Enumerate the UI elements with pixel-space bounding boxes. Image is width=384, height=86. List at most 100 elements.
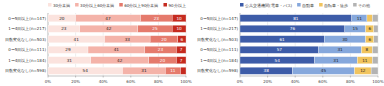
bar-segment <box>105 36 151 43</box>
category-label: 0〜5日以上(n=147) <box>8 16 46 21</box>
grid-line <box>378 13 379 76</box>
tick-label: 100% <box>372 79 384 84</box>
bar-segment <box>357 57 372 64</box>
bar-segment <box>240 46 319 53</box>
bar-segment <box>172 25 186 32</box>
bar-segment <box>88 46 145 53</box>
bars <box>240 15 378 75</box>
legend-swatch <box>163 3 167 7</box>
data-label: 57 <box>277 47 283 52</box>
data-label: 42 <box>106 26 112 31</box>
bar-segment <box>352 15 367 22</box>
category-label: 0〜5日以上(n=111) <box>200 47 238 52</box>
data-label: 6 <box>181 37 184 42</box>
bar-segment <box>48 36 105 43</box>
category-label: 1〜4日以上(n=217) <box>200 26 238 31</box>
grid-line <box>103 13 104 76</box>
bar-segment <box>48 67 123 74</box>
category-label: 日数変化なし(n=503) <box>5 37 46 42</box>
bar-segment <box>355 67 372 74</box>
grid-line <box>350 13 351 76</box>
legend-swatch <box>353 3 357 7</box>
data-label: 47 <box>105 16 111 21</box>
bar-segment <box>366 25 374 32</box>
data-label: 33 <box>125 37 131 42</box>
data-label: 10 <box>176 16 182 21</box>
bar-segment <box>374 25 378 32</box>
category-label: 0〜5日以上(n=147) <box>200 16 238 21</box>
tick-label: 0% <box>237 79 244 84</box>
data-label: 25 <box>152 26 158 31</box>
bar-segment <box>361 46 372 53</box>
legend-label: その他 <box>358 3 370 8</box>
grid-line <box>295 13 296 76</box>
legend-swatch <box>48 3 52 7</box>
grid-line <box>158 13 159 76</box>
data-label: 31 <box>337 47 343 52</box>
legend-swatch <box>319 3 323 7</box>
legend-label: 30分未満 <box>53 3 70 8</box>
legend-swatch <box>297 3 301 7</box>
tick-label: 60% <box>318 79 327 84</box>
bar-segment <box>48 46 88 53</box>
data-label: 31 <box>333 58 339 63</box>
bar-segment <box>240 15 352 22</box>
legend-label: 公共交通機関(電車・バス) <box>245 3 293 8</box>
category-label: 1〜4日以上(n=184) <box>200 58 238 63</box>
tick-label: 20% <box>263 79 272 84</box>
legend-swatch <box>240 3 244 7</box>
legend-label: 90分以上 <box>168 3 185 8</box>
grid-line <box>240 13 241 76</box>
bar-segment <box>324 36 365 43</box>
bar-segment <box>123 67 166 74</box>
bar-segment <box>48 57 91 64</box>
grid-line <box>186 13 187 76</box>
bar-segment <box>180 67 186 74</box>
bar-segment <box>172 15 186 22</box>
data-label: 54 <box>83 68 89 73</box>
data-label: 54 <box>275 58 281 63</box>
bar-segment <box>367 15 373 22</box>
data-label: 31 <box>141 68 147 73</box>
grid-line <box>130 13 131 76</box>
tick-label: 0% <box>45 79 52 84</box>
x-axis <box>48 76 186 77</box>
x-axis <box>240 76 378 77</box>
data-label: 7 <box>180 58 183 63</box>
bars <box>48 15 186 75</box>
bar-segment <box>374 36 378 43</box>
grid-line <box>267 13 268 76</box>
data-label: 11 <box>362 58 368 63</box>
bar-segment <box>91 57 149 64</box>
bar-segment <box>372 15 378 22</box>
data-label: 81 <box>293 16 299 21</box>
category-label: 日数変化なし(n=503) <box>197 37 238 42</box>
data-label: 20 <box>160 58 166 63</box>
category-label: 0〜5日以上(n=111) <box>8 47 46 52</box>
bar-segment <box>319 46 362 53</box>
bar-segment <box>149 57 177 64</box>
legend-label: 30分以上60分未満 <box>80 3 114 8</box>
bar-segment <box>140 15 172 22</box>
legend-label: 自動車 <box>302 3 314 8</box>
data-label: 6 <box>368 26 371 31</box>
y-axis <box>240 13 241 76</box>
bar-segment <box>292 67 354 74</box>
bar-segment <box>315 57 358 64</box>
tick-label: 20% <box>71 79 80 84</box>
bar-segment <box>371 67 378 74</box>
tick-label: 40% <box>99 79 108 84</box>
bar-segment <box>138 25 173 32</box>
bar-segment <box>372 57 378 64</box>
legend-label: 60分以上90分未満 <box>124 3 158 8</box>
tick-label: 40% <box>291 79 300 84</box>
category-label: 日数変化なし(n=598) <box>197 68 238 73</box>
legend-swatch <box>119 3 123 7</box>
bar-segment <box>345 25 366 32</box>
bar-segment <box>150 36 178 43</box>
data-label: 29 <box>65 47 71 52</box>
data-label: 15 <box>353 26 359 31</box>
tick-label: 80% <box>154 79 163 84</box>
grid-line <box>322 13 323 76</box>
grid-line <box>48 13 49 76</box>
